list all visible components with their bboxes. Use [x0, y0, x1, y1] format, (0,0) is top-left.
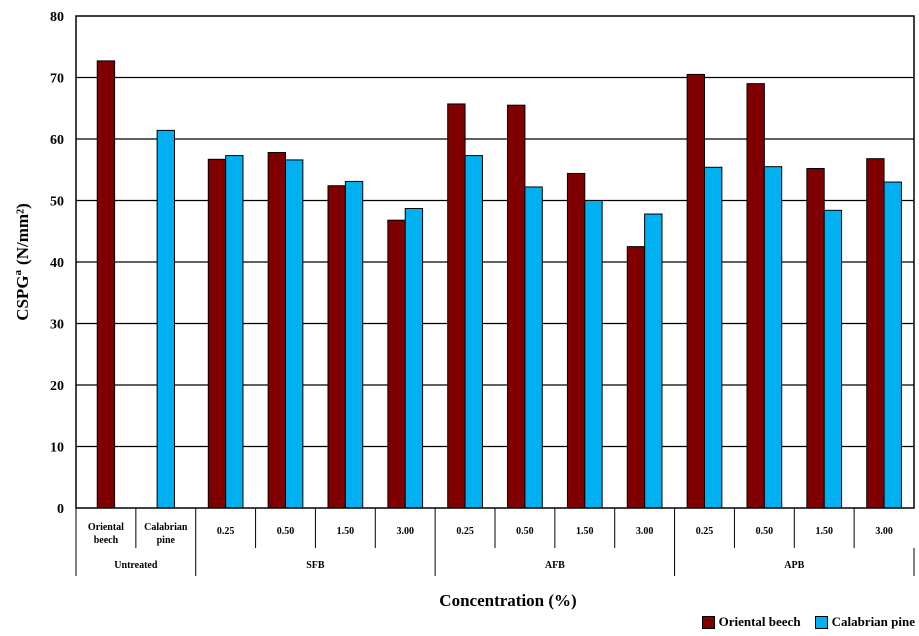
- bar-calabrian-pine: [524, 186, 543, 509]
- bar-calabrian-pine: [156, 129, 175, 509]
- y-tick-label: 0: [57, 502, 64, 517]
- x-category-label: 3.00: [396, 526, 414, 537]
- y-tick-label: 60: [50, 133, 64, 148]
- legend-swatch-oriental-beech: [701, 615, 715, 629]
- gridlines: [76, 76, 914, 448]
- x-category-label: 0.25: [217, 526, 235, 537]
- plot-border: [75, 15, 915, 509]
- legend-swatch-calabrian-pine: [814, 615, 828, 629]
- bar-calabrian-pine: [225, 155, 244, 509]
- bar-oriental-beech: [806, 168, 825, 509]
- x-group-label: Untreated: [114, 560, 158, 571]
- x-category-label: 0.25: [456, 526, 474, 537]
- legend-item-calabrian-pine: Calabrian pine: [814, 614, 915, 630]
- x-category-label: pine: [157, 535, 176, 546]
- bar-oriental-beech: [267, 152, 286, 509]
- bar-calabrian-pine: [584, 200, 603, 509]
- x-group-label: APB: [784, 560, 804, 571]
- x-category-label: 3.00: [875, 526, 893, 537]
- bar-calabrian-pine: [404, 207, 424, 509]
- legend-item-oriental-beech: Oriental beech: [701, 614, 801, 630]
- x-group-labels: Untreated SFB AFB APB: [75, 508, 915, 576]
- bar-calabrian-pine: [704, 166, 723, 509]
- bar-oriental-beech: [96, 60, 116, 509]
- bar-oriental-beech: [746, 83, 765, 509]
- y-axis-title-unit: (N/mm²): [13, 203, 32, 265]
- bars: [96, 60, 902, 509]
- y-axis-title: CSPGa (N/mm²): [12, 203, 32, 321]
- bar-oriental-beech: [447, 103, 466, 509]
- x-group-label: SFB: [306, 560, 325, 571]
- x-category-label: 0.50: [277, 526, 295, 537]
- bar-oriental-beech: [686, 73, 705, 509]
- y-tick-label: 40: [50, 256, 64, 271]
- bar-calabrian-pine: [763, 166, 783, 509]
- bar-oriental-beech: [626, 246, 646, 509]
- legend-label-oriental-beech: Oriental beech: [718, 614, 801, 629]
- x-category-label: Oriental: [88, 522, 124, 533]
- y-axis-title-main: CSPG: [13, 275, 32, 320]
- bar-oriental-beech: [207, 158, 227, 509]
- bar-oriental-beech: [327, 185, 346, 509]
- x-category-labels: Oriental beech Calabrian pine 0.25 0.50 1.50 3.…: [88, 508, 893, 548]
- y-tick-label: 70: [50, 72, 64, 87]
- bar-oriental-beech: [866, 158, 885, 509]
- x-category-label: 0.50: [756, 526, 774, 537]
- legend-label-calabrian-pine: Calabrian pine: [831, 614, 915, 629]
- x-category-label: 3.00: [636, 526, 654, 537]
- bar-calabrian-pine: [464, 155, 483, 509]
- x-category-label: 1.50: [576, 526, 594, 537]
- x-category-label: 0.50: [516, 526, 534, 537]
- bar-oriental-beech: [387, 219, 406, 509]
- bar-oriental-beech: [566, 172, 586, 509]
- y-tick-label: 20: [50, 379, 64, 394]
- plot-frame: [75, 15, 915, 509]
- y-tick-label: 50: [50, 195, 64, 210]
- x-category-label: 0.25: [696, 526, 714, 537]
- x-category-label: Calabrian: [144, 522, 188, 533]
- y-tick-label: 80: [50, 10, 64, 25]
- legend: Oriental beech Calabrian pine: [701, 614, 915, 630]
- y-tick-label: 30: [50, 318, 64, 333]
- bar-calabrian-pine: [285, 159, 304, 509]
- x-category-label: 1.50: [815, 526, 833, 537]
- y-axis-title-sup: a: [12, 269, 24, 275]
- bar-calabrian-pine: [823, 209, 843, 509]
- y-tick-labels: 0 10 20 30 40 50 60 70 80: [50, 10, 64, 517]
- x-axis-title: Concentration (%): [439, 591, 576, 610]
- bar-oriental-beech: [507, 104, 526, 509]
- y-tick-label: 10: [50, 441, 64, 456]
- bar-calabrian-pine: [883, 181, 902, 509]
- bar-calabrian-pine: [344, 180, 364, 509]
- x-group-label: AFB: [545, 560, 565, 571]
- x-category-label: beech: [94, 535, 119, 546]
- x-category-label: 1.50: [337, 526, 355, 537]
- bar-calabrian-pine: [644, 213, 663, 509]
